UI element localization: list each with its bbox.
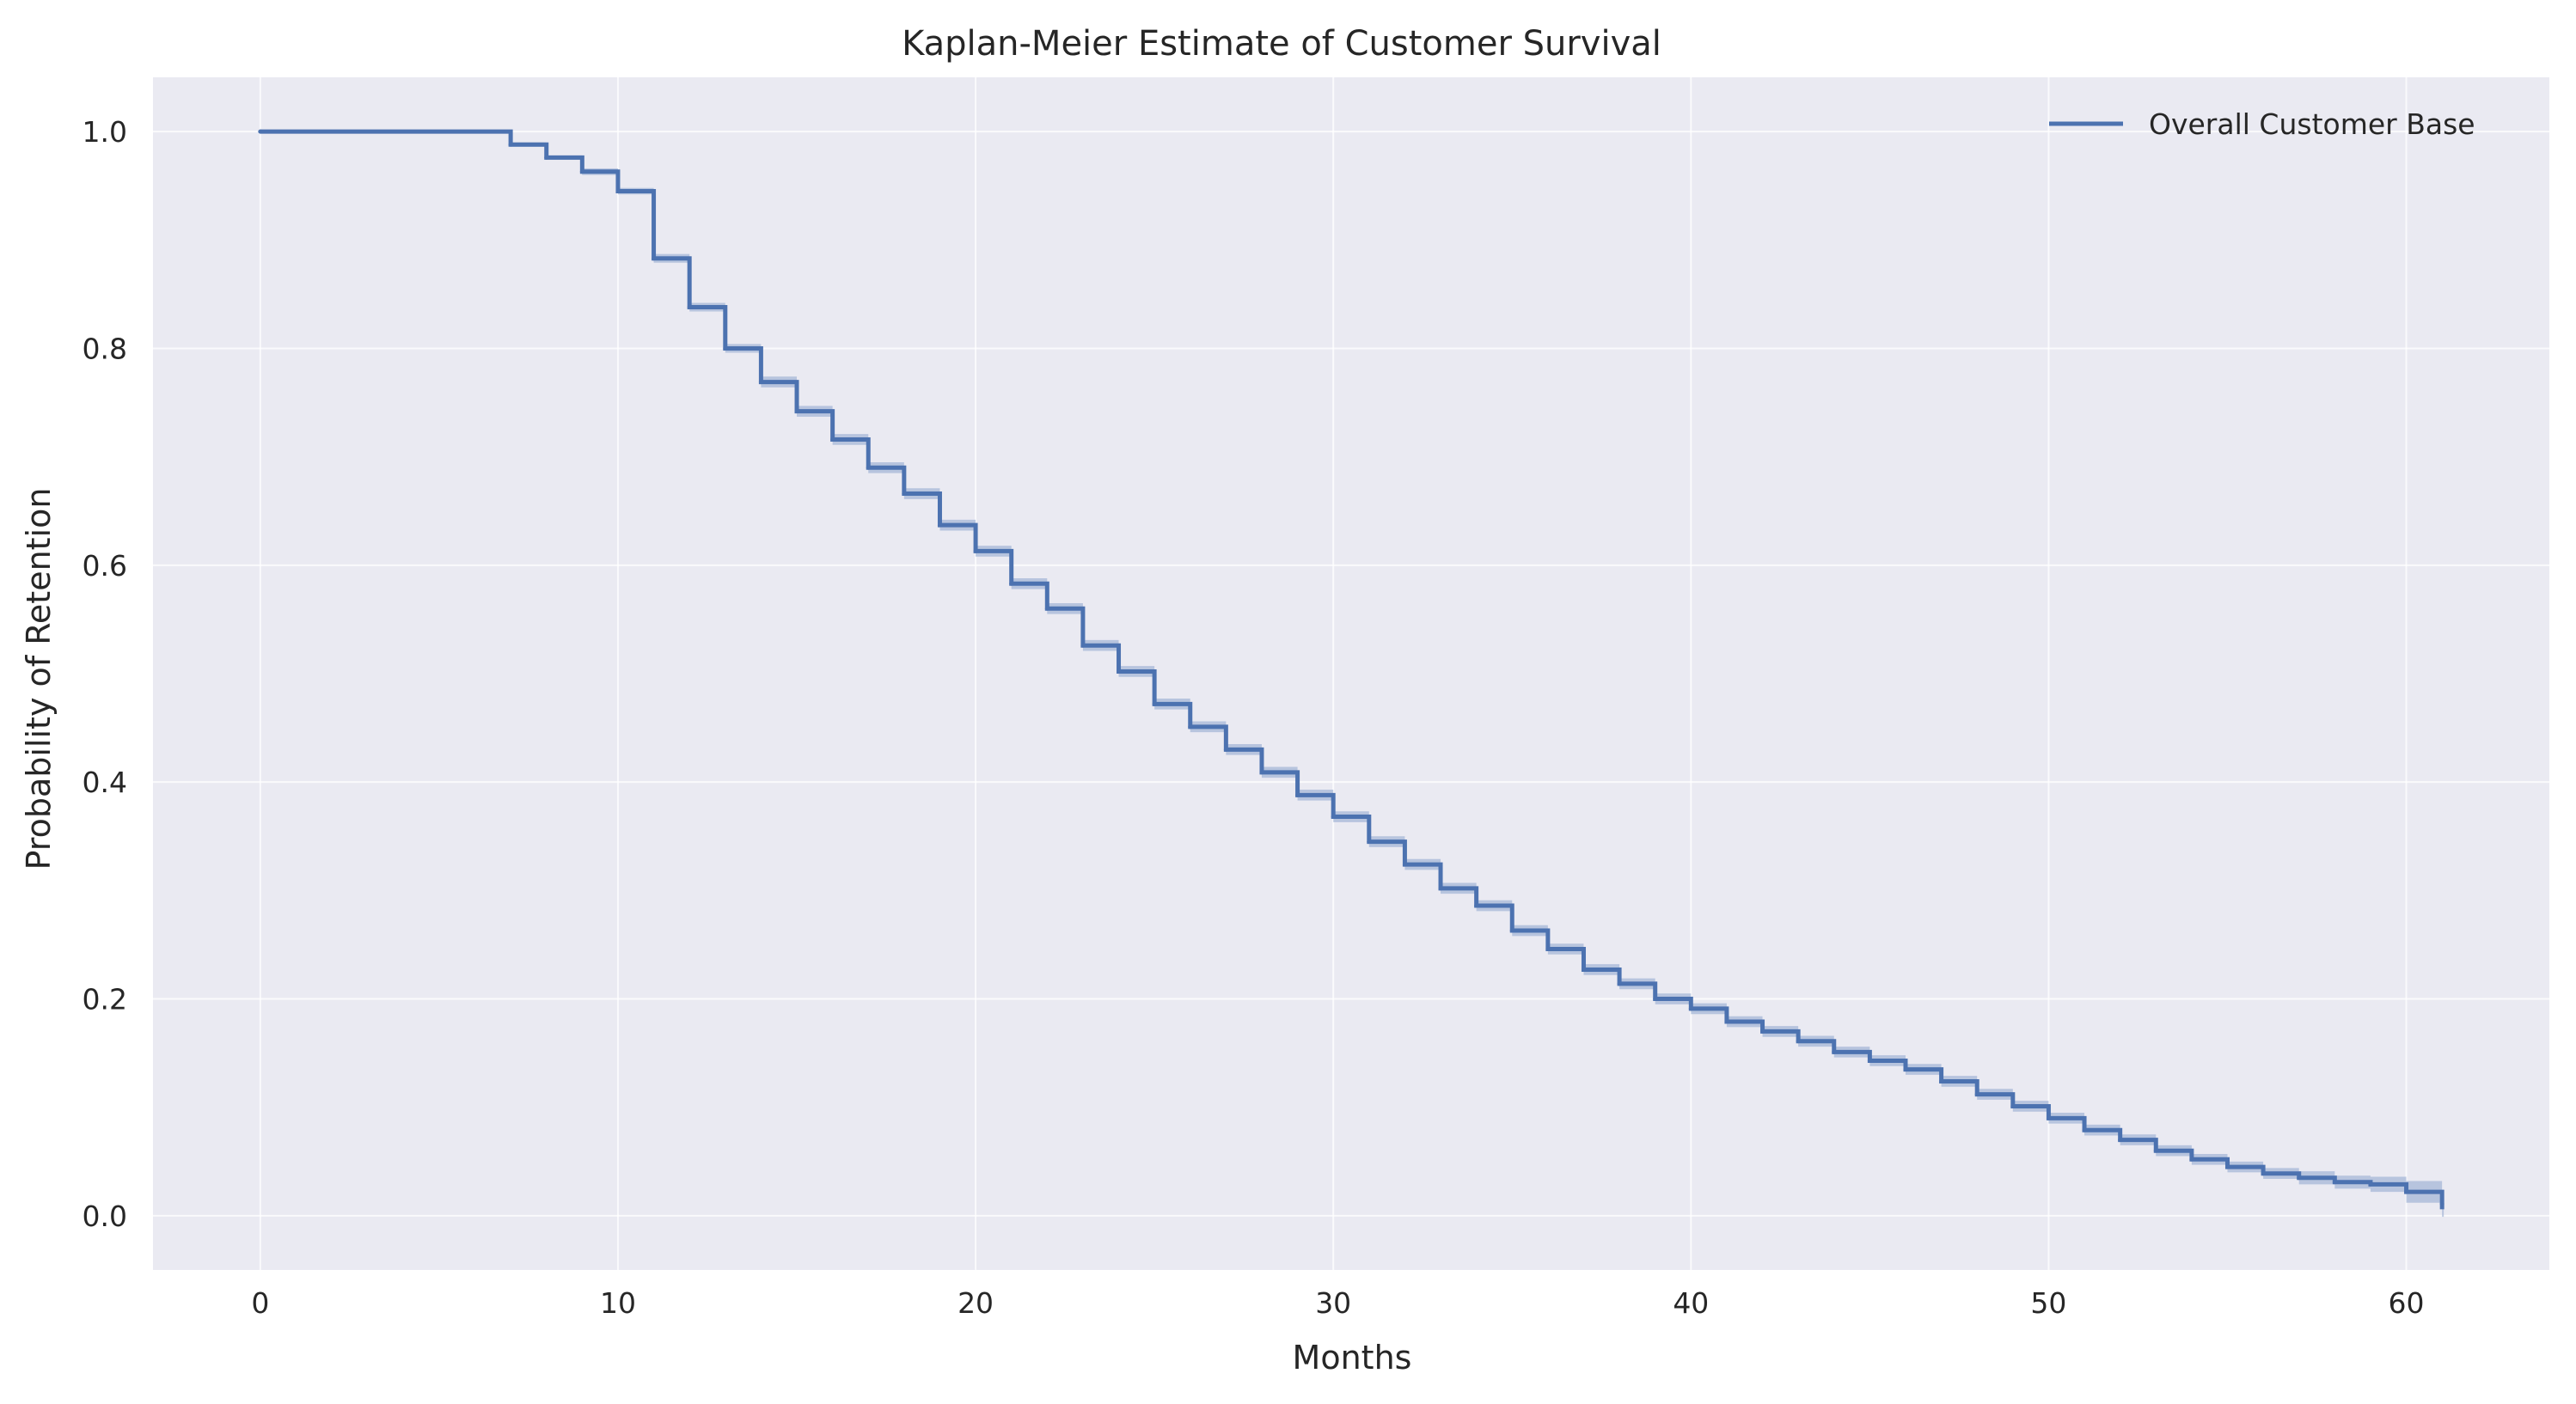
x-tick-label: 30 (1315, 1286, 1351, 1320)
data-point (902, 491, 907, 497)
y-tick-label: 0.4 (83, 766, 127, 799)
data-point (2010, 1103, 2016, 1108)
data-point (2046, 1115, 2051, 1120)
x-ticks: 0 10 20 30 40 50 60 (251, 1286, 2424, 1320)
data-point (723, 345, 728, 351)
data-point (652, 256, 657, 261)
y-tick-label: 0.0 (83, 1200, 127, 1233)
data-point (1545, 947, 1551, 952)
data-point (1509, 928, 1514, 933)
data-point (1939, 1078, 1944, 1084)
grid (153, 77, 2549, 1270)
data-point (1188, 724, 1193, 729)
data-point (2368, 1181, 2373, 1187)
data-point (687, 305, 692, 310)
data-point (258, 129, 263, 134)
y-tick-label: 1.0 (83, 115, 127, 149)
data-point (1080, 643, 1086, 648)
data-point (2439, 1201, 2444, 1206)
data-point (1832, 1049, 1837, 1054)
data-point (2224, 1164, 2230, 1169)
y-tick-label: 0.2 (83, 983, 127, 1016)
x-tick-label: 10 (600, 1286, 636, 1320)
data-point (1867, 1058, 1872, 1063)
x-tick-label: 20 (958, 1286, 994, 1320)
data-point (2404, 1189, 2409, 1194)
data-point (830, 436, 835, 442)
data-point (1009, 581, 1014, 586)
y-axis-label: Probability of Retention (20, 488, 58, 870)
x-tick-label: 60 (2389, 1286, 2425, 1320)
survival-step-line (260, 129, 2444, 1210)
data-point (615, 188, 621, 193)
data-point (1117, 668, 1122, 674)
data-point (2332, 1180, 2337, 1185)
data-point (579, 169, 584, 174)
data-point (1974, 1092, 1979, 1097)
data-point (1796, 1039, 1801, 1044)
data-point (1581, 967, 1586, 972)
x-tick-label: 50 (2030, 1286, 2066, 1320)
data-point (1724, 1019, 1729, 1024)
data-point (1223, 747, 1228, 752)
x-tick-label: 0 (251, 1286, 269, 1320)
data-point (937, 522, 942, 528)
data-point (1688, 1006, 1693, 1011)
data-point (758, 380, 763, 385)
plot-area (153, 77, 2549, 1270)
data-point (2261, 1171, 2266, 1176)
data-point (1331, 815, 1336, 820)
data-point (508, 142, 513, 147)
data-point (2189, 1157, 2194, 1162)
data-point (1295, 792, 1300, 797)
data-point (1474, 903, 1479, 908)
chart-title: Kaplan-Meier Estimate of Customer Surviv… (902, 24, 1661, 64)
data-point (1617, 981, 1622, 986)
y-tick-label: 0.6 (83, 549, 127, 583)
data-point (973, 548, 978, 553)
data-point (2118, 1138, 2123, 1143)
x-tick-label: 40 (1673, 1286, 1709, 1320)
data-point (866, 465, 871, 470)
survival-series (258, 129, 2444, 1210)
data-point (1653, 997, 1658, 1002)
x-axis-label: Months (1293, 1339, 1412, 1377)
data-point (2297, 1175, 2302, 1181)
data-point (544, 155, 549, 160)
data-point (794, 409, 799, 414)
legend-label-overall-customer-base: Overall Customer Base (2149, 107, 2475, 141)
legend: Overall Customer Base (2049, 107, 2475, 141)
y-tick-label: 0.8 (83, 332, 127, 365)
data-point (2082, 1127, 2087, 1132)
data-point (2153, 1148, 2158, 1153)
data-point (1402, 862, 1407, 867)
data-point (1152, 701, 1157, 706)
y-ticks: 0.0 0.2 0.4 0.6 0.8 1.0 (83, 115, 127, 1233)
data-point (1438, 886, 1443, 891)
data-point (1259, 770, 1264, 775)
data-point (1760, 1029, 1765, 1034)
data-point (1367, 839, 1372, 845)
data-point (1044, 606, 1049, 611)
data-point (1903, 1067, 1908, 1072)
